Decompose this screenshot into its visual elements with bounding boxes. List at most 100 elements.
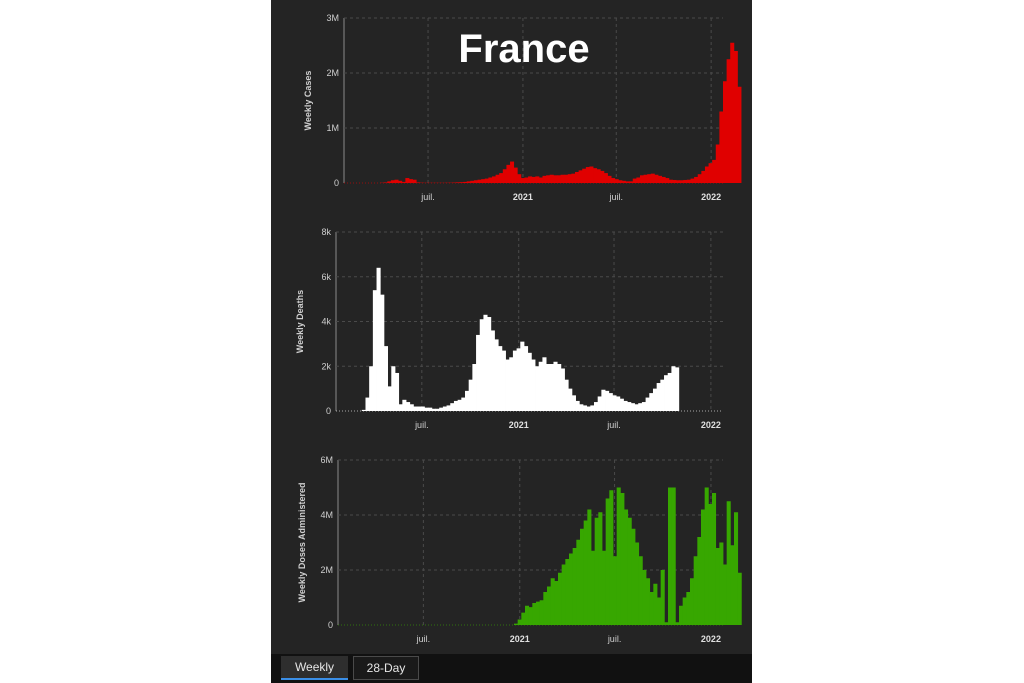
x-tick-label: juil. bbox=[606, 420, 621, 430]
bar bbox=[524, 177, 529, 183]
bar bbox=[641, 402, 646, 411]
bar bbox=[675, 367, 680, 411]
tab-weekly[interactable]: Weekly bbox=[281, 656, 348, 680]
bar bbox=[491, 176, 496, 183]
bar bbox=[723, 81, 728, 183]
bar bbox=[535, 366, 540, 411]
bar bbox=[624, 509, 629, 625]
bar bbox=[649, 592, 654, 625]
bar bbox=[394, 372, 400, 411]
bar bbox=[376, 267, 381, 411]
bar bbox=[661, 176, 666, 183]
y-tick-label: 2M bbox=[326, 68, 339, 78]
bar bbox=[483, 314, 488, 411]
bar bbox=[428, 407, 433, 411]
bar bbox=[585, 167, 590, 183]
bar bbox=[487, 317, 492, 411]
bar bbox=[733, 51, 738, 183]
bar bbox=[701, 509, 706, 625]
bar bbox=[463, 181, 468, 183]
bar bbox=[383, 346, 388, 411]
bar bbox=[502, 169, 507, 183]
bar bbox=[477, 179, 482, 183]
bar bbox=[667, 372, 672, 411]
bar bbox=[547, 586, 552, 625]
chart-1: 0 1M 2M 3M juil. 2021 juil. 2022 Weekly Cases Fra… bbox=[303, 13, 742, 202]
bar bbox=[528, 176, 533, 183]
bar bbox=[439, 407, 444, 411]
bar bbox=[546, 175, 551, 183]
charts-svg: 0 1M 2M 3M juil. 2021 juil. 2022 Weekly Cases Fra… bbox=[295, 13, 742, 644]
bar bbox=[499, 173, 504, 183]
bar bbox=[602, 550, 607, 625]
bar bbox=[361, 409, 366, 411]
bar bbox=[461, 397, 466, 411]
x-tick-label: juil. bbox=[416, 634, 431, 644]
bar bbox=[660, 379, 665, 411]
bar bbox=[668, 487, 673, 625]
bar bbox=[686, 179, 691, 183]
bar bbox=[597, 396, 602, 411]
bar bbox=[586, 406, 591, 411]
bar bbox=[649, 393, 654, 411]
bar bbox=[616, 487, 621, 625]
bar bbox=[572, 548, 577, 625]
bar bbox=[565, 559, 570, 625]
bar bbox=[650, 173, 655, 183]
bar bbox=[561, 564, 566, 625]
bar bbox=[557, 364, 562, 411]
bar bbox=[715, 144, 720, 183]
bar bbox=[571, 173, 576, 183]
bar bbox=[520, 341, 525, 411]
bar bbox=[639, 175, 644, 183]
bar bbox=[591, 550, 596, 625]
x-tick-label: juil. bbox=[414, 420, 429, 430]
y-tick-label: 0 bbox=[328, 620, 333, 630]
bar bbox=[516, 348, 521, 411]
bar bbox=[627, 517, 632, 625]
bar bbox=[712, 159, 717, 183]
bar bbox=[625, 181, 630, 183]
bar bbox=[369, 366, 374, 411]
bar bbox=[598, 512, 603, 625]
bar bbox=[704, 487, 709, 625]
bar bbox=[642, 570, 647, 625]
bar bbox=[668, 179, 673, 183]
bar bbox=[730, 545, 735, 625]
x-tick-label: juil. bbox=[420, 192, 435, 202]
bar bbox=[549, 364, 554, 411]
bar bbox=[620, 493, 625, 625]
bar bbox=[505, 359, 510, 411]
y-tick-label: 0 bbox=[334, 178, 339, 188]
bar bbox=[605, 498, 610, 625]
bar bbox=[383, 182, 388, 183]
tab-28-day[interactable]: 28-Day bbox=[353, 656, 419, 680]
y-tick-label: 1M bbox=[326, 123, 339, 133]
bar bbox=[509, 357, 514, 411]
bar bbox=[601, 389, 606, 411]
bar bbox=[654, 174, 659, 183]
bar bbox=[697, 537, 702, 625]
bar bbox=[671, 366, 676, 411]
bar bbox=[657, 597, 662, 625]
bar bbox=[564, 174, 569, 183]
bar bbox=[513, 167, 518, 183]
bar bbox=[542, 175, 547, 183]
bar bbox=[614, 179, 619, 183]
bar bbox=[402, 399, 407, 411]
x-tick-label: 2022 bbox=[701, 634, 721, 644]
bar bbox=[442, 406, 447, 411]
bar bbox=[596, 169, 601, 183]
bar bbox=[538, 361, 543, 411]
bar bbox=[708, 163, 713, 183]
bar bbox=[446, 405, 451, 411]
bar bbox=[417, 406, 422, 411]
x-tick-label: 2022 bbox=[701, 192, 721, 202]
bar bbox=[550, 578, 555, 625]
bar bbox=[556, 175, 561, 183]
bar bbox=[612, 395, 617, 411]
bar bbox=[734, 512, 739, 625]
bar bbox=[380, 294, 385, 411]
bar bbox=[671, 487, 676, 625]
bar bbox=[466, 181, 471, 183]
